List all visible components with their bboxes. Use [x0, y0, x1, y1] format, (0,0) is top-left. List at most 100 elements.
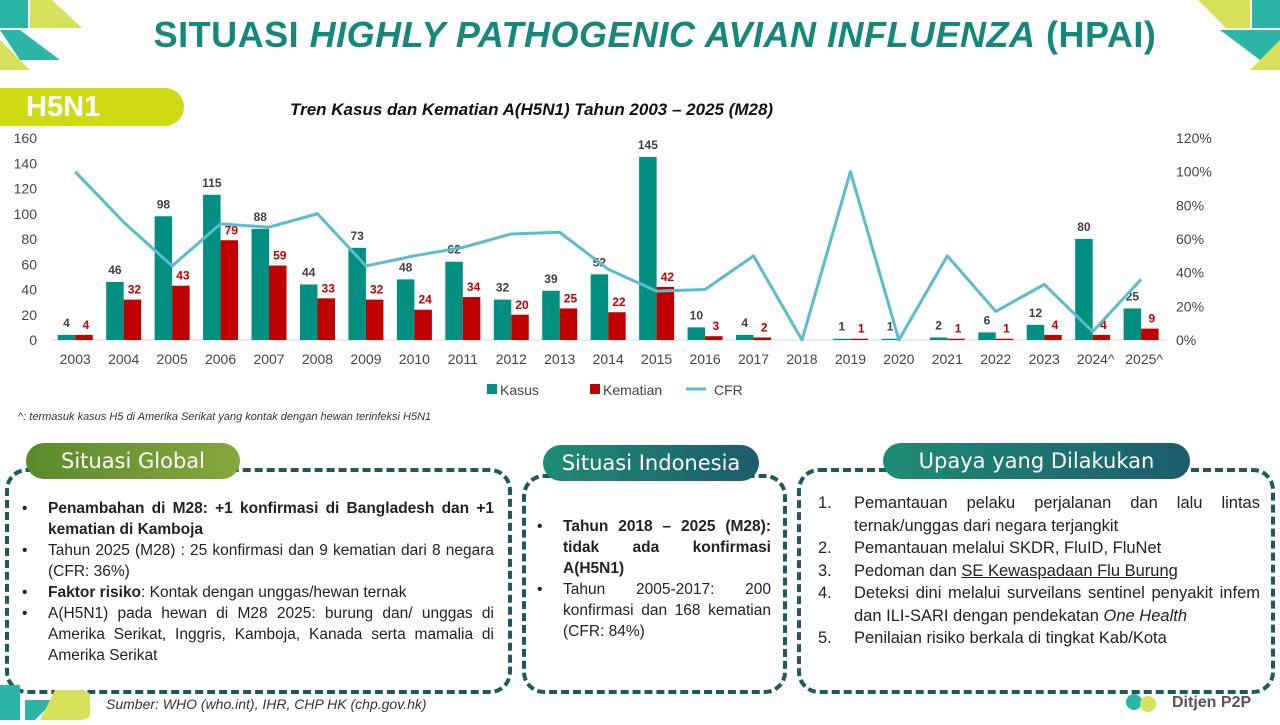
- kasus-data-label: 88: [254, 210, 268, 224]
- kematian-data-label: 4: [83, 318, 90, 332]
- y2-tick-label: 80%: [1176, 197, 1204, 213]
- x-tick-label: 2018: [786, 351, 817, 367]
- item-number: 1.: [818, 494, 832, 512]
- bar-kasus: [1026, 324, 1045, 340]
- actions-list: 1. Pemantauan pelaku perjalanan dan lalu …: [818, 492, 1260, 650]
- item-text: Deteksi dini melalui surveilans sentinel…: [854, 584, 1260, 625]
- cfr-line: [74, 170, 1143, 342]
- kematian-data-label: 79: [225, 223, 239, 237]
- x-tick-label: 2009: [350, 351, 381, 367]
- x-tick-label: 2022: [980, 351, 1011, 367]
- kematian-data-label: 4: [1100, 318, 1107, 332]
- corner-logo-right: [1198, 0, 1280, 70]
- ditjen-logo: Ditjen P2P: [1120, 690, 1280, 720]
- kematian-data-label: 3: [712, 319, 719, 333]
- item-text: A(H5N1) pada hewan di M28 2025: burung d…: [48, 605, 494, 664]
- bar-kasus: [542, 290, 560, 340]
- legend-swatch-kematian: [590, 384, 600, 394]
- bar-kasus: [590, 274, 609, 340]
- kematian-data-label: 1: [955, 322, 962, 336]
- guideline-link[interactable]: SE Kewaspadaan Flu Burung: [961, 561, 1178, 580]
- kasus-data-label: 4: [741, 316, 748, 330]
- x-tick-label: 2016: [689, 351, 720, 367]
- bar-kasus: [639, 156, 657, 340]
- bar-kematian: [414, 309, 432, 340]
- chart-title: Tren Kasus dan Kematian A(H5N1) Tahun 20…: [290, 100, 774, 119]
- item-number: 4.: [818, 584, 832, 602]
- bar-kematian: [172, 285, 190, 340]
- bar-kasus: [57, 334, 76, 340]
- legend-label: CFR: [714, 382, 743, 398]
- kasus-data-label: 12: [1029, 306, 1043, 320]
- item-text: Tahun 2005-2017: 200 konfirmasi dan 168 …: [563, 581, 771, 640]
- subtype-badge: H5N1: [0, 88, 184, 126]
- kasus-data-label: 39: [544, 272, 558, 286]
- y2-tick-label: 40%: [1176, 265, 1204, 281]
- x-tick-label: 2019: [835, 351, 866, 367]
- x-tick-label: 2015: [641, 351, 672, 367]
- bar-kasus: [251, 228, 270, 340]
- list-item: Tahun 2025 (M28) : 25 konfirmasi dan 9 k…: [22, 540, 494, 582]
- chart-footnote: ^: termasuk kasus H5 di Amerika Serikat …: [18, 411, 432, 423]
- global-situation-box: [5, 468, 512, 694]
- y2-tick-label: 120%: [1176, 130, 1212, 146]
- x-tick-label: 2008: [302, 351, 333, 367]
- bar-kematian: [608, 312, 626, 340]
- kematian-data-label: 22: [612, 295, 626, 309]
- item-text: Pemantauan pelaku perjalanan dan lalu li…: [854, 494, 1260, 535]
- list-item: A(H5N1) pada hewan di M28 2025: burung d…: [22, 603, 494, 666]
- y-tick-label: 100: [14, 206, 38, 222]
- kematian-data-label: 25: [564, 291, 578, 305]
- x-tick-label: 2003: [60, 351, 91, 367]
- y-tick-label: 20: [21, 307, 37, 323]
- x-tick-label: 2023: [1029, 351, 1060, 367]
- bold-text: Tahun 2018 – 2025 (M28): tidak ada konfi…: [563, 518, 771, 577]
- bottom-logo-left: [0, 685, 90, 720]
- bar-kematian: [1141, 328, 1159, 340]
- kasus-data-label: 44: [302, 265, 316, 279]
- bar-kematian: [75, 334, 93, 340]
- bar-kasus: [154, 216, 173, 340]
- kasus-data-label: 115: [202, 176, 222, 190]
- bold-text: Penambahan di M28: +1 konfirmasi di Bang…: [48, 500, 494, 538]
- kematian-data-label: 2: [761, 320, 768, 334]
- bar-kematian: [462, 297, 481, 340]
- x-tick-label: 2020: [883, 351, 914, 367]
- item-text: Penilaian risiko berkala di tingkat Kab/…: [854, 629, 1167, 647]
- kematian-data-label: 59: [273, 249, 287, 263]
- actions-header: Upaya yang Dilakukan: [883, 443, 1190, 479]
- bar-kematian: [220, 240, 239, 340]
- kasus-data-label: 145: [638, 138, 658, 152]
- y-tick-label: 140: [14, 155, 38, 171]
- kasus-data-label: 46: [108, 263, 122, 277]
- action-item: 4. Deteksi dini melalui surveilans sentin…: [818, 582, 1260, 627]
- bar-kematian: [269, 265, 287, 340]
- kasus-data-label: 1: [838, 320, 845, 334]
- item-number: 3.: [818, 561, 832, 580]
- x-tick-label: 2021: [932, 351, 963, 367]
- kasus-data-label: 25: [1126, 289, 1140, 303]
- kematian-data-label: 34: [467, 280, 481, 294]
- bar-kasus: [687, 327, 706, 340]
- y2-tick-label: 100%: [1176, 164, 1212, 180]
- x-tick-label: 2024^: [1077, 351, 1115, 367]
- bar-kasus: [1075, 239, 1093, 340]
- kasus-data-label: 1: [887, 320, 894, 334]
- bar-kematian: [511, 314, 529, 340]
- italic-text: One Health: [1103, 606, 1187, 625]
- kematian-data-label: 9: [1149, 312, 1156, 326]
- x-tick-label: 2007: [253, 351, 284, 367]
- y-tick-label: 120: [14, 181, 38, 197]
- bar-kematian: [995, 338, 1014, 340]
- kematian-data-label: 24: [418, 293, 432, 307]
- global-situation-list: Penambahan di M28: +1 konfirmasi di Bang…: [22, 498, 494, 666]
- kematian-data-label: 43: [176, 269, 190, 283]
- bar-kasus: [396, 279, 415, 340]
- kasus-data-label: 80: [1077, 220, 1091, 234]
- bar-kasus: [445, 261, 463, 340]
- corner-logo-left: [0, 0, 82, 70]
- y-tick-label: 160: [14, 130, 38, 146]
- kematian-data-label: 20: [515, 298, 529, 312]
- indonesia-situation-header: Situasi Indonesia: [543, 445, 759, 481]
- bar-kasus: [203, 194, 221, 340]
